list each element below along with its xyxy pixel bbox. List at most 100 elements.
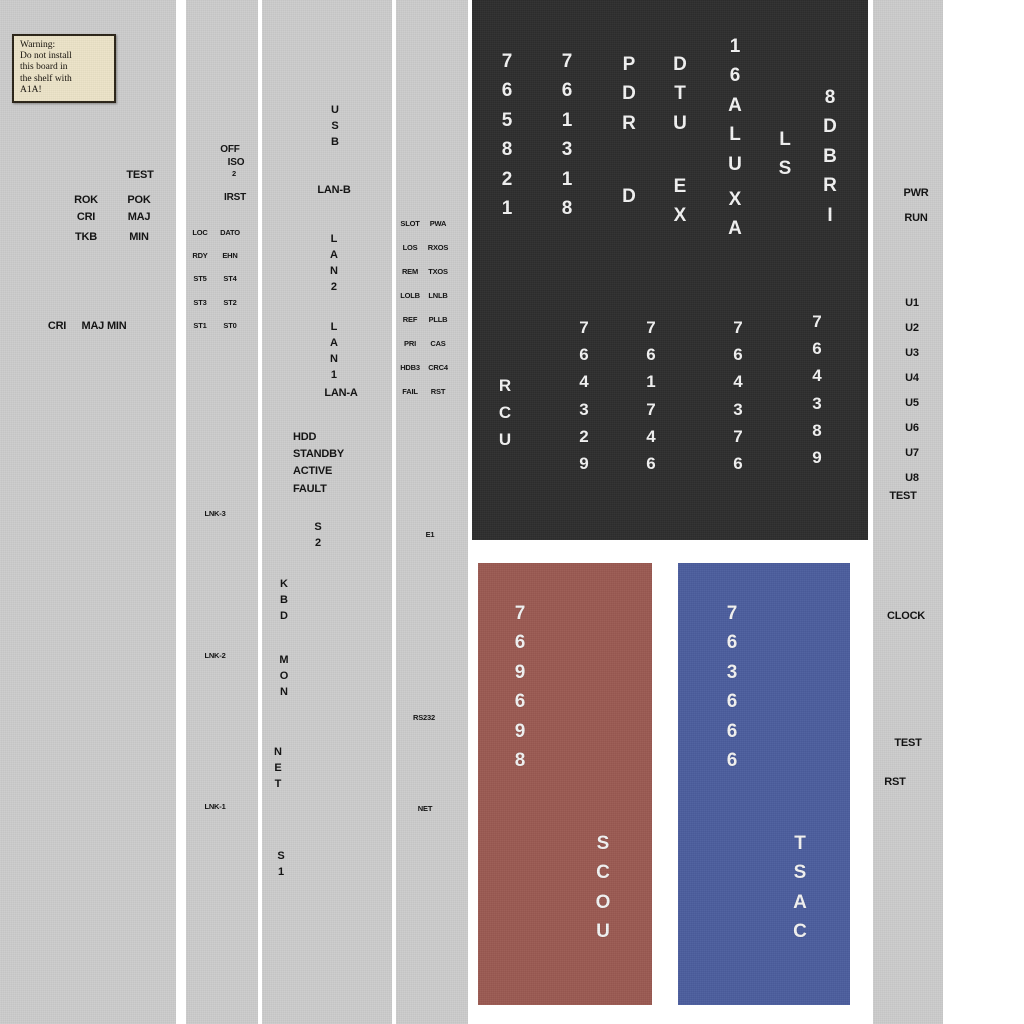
label-e1-lnlb: LNLB (428, 291, 448, 300)
label-led-ehn: EHN (222, 251, 238, 260)
label-u7: U7 (905, 447, 919, 459)
panel-alarm-faceplate[interactable]: Warning: Do not install this board in th… (0, 0, 176, 1024)
label-e1-txos: TXOS (428, 267, 448, 276)
board-label-765821: 7 6 5 8 2 1 (501, 51, 513, 220)
label-led-st5: ST5 (193, 274, 207, 283)
board-label-pdr: P D R (622, 54, 636, 134)
label-u2: U2 (905, 322, 919, 334)
panel-board-scou[interactable]: 7 6 9 6 9 8 S C O U (478, 563, 652, 1005)
label-u8: U8 (905, 472, 919, 484)
label-tkb: TKB (74, 231, 98, 243)
label-led-st4: ST4 (223, 274, 237, 283)
label-rst: RST (884, 776, 906, 788)
label-u3: U3 (905, 347, 919, 359)
label-majmin-lower: MAJ MIN (81, 320, 127, 332)
label-led-dato: DATO (220, 228, 240, 237)
label-lan-a: LAN-A (324, 387, 358, 399)
label-lan-2: L A N 2 (330, 233, 338, 293)
label-led-st0: ST0 (223, 321, 237, 330)
panel-status-faceplate[interactable]: OFF ISO 2 IRST LOC DATO RDY EHN ST5 ST4 … (186, 0, 258, 1024)
board-label-761746: 7 6 1 7 4 6 (646, 318, 656, 473)
label-led-st3: ST3 (193, 298, 207, 307)
label-e1-pwa: PWA (429, 219, 447, 228)
panel-dark-boards[interactable]: 7 6 5 8 2 1 7 6 1 3 1 8 P D R D D T U E … (472, 0, 868, 540)
label-iso-index: 2 (232, 169, 236, 178)
label-e1-pri: PRI (404, 339, 416, 348)
panel-e1-faceplate[interactable]: SLOT PWA LOS RXOS REM TXOS LOLB LNLB REF… (396, 0, 468, 1024)
label-lnk-2: LNK-2 (204, 651, 226, 660)
label-usb: U S B (331, 104, 339, 148)
board-label-16alu: 1 6 A L U (728, 36, 742, 175)
label-led-loc: LOC (192, 228, 208, 237)
label-test-bottom: TEST (894, 737, 922, 749)
label-e1-lolb: LOLB (400, 291, 420, 300)
label-run: RUN (904, 212, 928, 224)
label-port-rs232: RS232 (413, 713, 435, 722)
board-label-769698: 7 6 9 6 9 8 (514, 603, 526, 772)
panel-board-tsac[interactable]: 7 6 3 6 6 6 T S A C (678, 563, 850, 1005)
label-hdd: HDD (293, 431, 317, 443)
panel-io-faceplate[interactable]: U S B LAN-B L A N 2 L A N 1 LAN-A HDD ST… (262, 0, 392, 1024)
label-maj-upper: MAJ (127, 211, 151, 223)
label-led-st2: ST2 (223, 298, 237, 307)
label-pwr: PWR (903, 187, 929, 199)
label-rok: ROK (74, 194, 98, 206)
board-label-764376: 7 6 4 3 7 6 (733, 318, 743, 473)
label-fault: FAULT (293, 483, 327, 495)
label-test-top: TEST (889, 490, 917, 502)
label-irst: IRST (224, 192, 246, 203)
warning-sticker: Warning: Do not install this board in th… (12, 34, 116, 104)
label-lnk-3: LNK-3 (204, 509, 226, 518)
label-iso: ISO (227, 157, 245, 168)
board-label-dtu: D T U (673, 54, 687, 134)
label-led-rdy: RDY (192, 251, 208, 260)
label-e1-pllb: PLLB (428, 315, 448, 324)
label-pok: POK (127, 194, 151, 206)
label-u6: U6 (905, 422, 919, 434)
label-s2: S 2 (314, 521, 322, 549)
label-min-upper: MIN (129, 231, 149, 243)
label-off: OFF (220, 144, 240, 155)
label-e1-fail: FAIL (402, 387, 418, 396)
label-cri-upper: CRI (76, 211, 96, 223)
label-test: TEST (126, 169, 154, 181)
board-label-ls: L S (778, 129, 792, 180)
board-label-764389: 7 6 4 3 8 9 (812, 312, 822, 467)
board-label-8dbri: 8 D B R I (823, 87, 837, 226)
label-kbd: K B D (280, 578, 288, 622)
label-u4: U4 (905, 372, 919, 384)
board-label-761318: 7 6 1 3 1 8 (561, 51, 573, 220)
label-cri-lower: CRI (47, 320, 67, 332)
label-standby: STANDBY (293, 448, 344, 460)
label-active: ACTIVE (293, 465, 333, 477)
label-port-e1: E1 (425, 530, 435, 539)
label-e1-los: LOS (402, 243, 418, 252)
board-label-tsac: T S A C (793, 833, 807, 943)
label-lan-1: L A N 1 (330, 321, 338, 381)
label-e1-cas: CAS (430, 339, 446, 348)
label-lan-b: LAN-B (317, 184, 351, 196)
board-label-dtu-suffix: E X (673, 176, 687, 227)
label-e1-ref: REF (402, 315, 418, 324)
label-led-st1: ST1 (193, 321, 207, 330)
board-label-16alu-suffix: X A (728, 189, 742, 240)
label-s1: S 1 (277, 850, 285, 878)
board-label-rcu: R C U (498, 376, 512, 450)
board-label-pdr-suffix: D (622, 186, 636, 207)
board-label-764329: 7 6 4 3 2 9 (579, 318, 589, 473)
board-label-763666: 7 6 3 6 6 6 (726, 603, 738, 772)
label-e1-crc4: CRC4 (428, 363, 448, 372)
label-e1-rxos: RXOS (427, 243, 449, 252)
label-u5: U5 (905, 397, 919, 409)
board-label-scou: S C O U (595, 833, 611, 943)
label-net: N E T (274, 746, 282, 790)
label-port-net: NET (417, 804, 433, 813)
label-clock: CLOCK (886, 610, 926, 622)
label-e1-rem: REM (401, 267, 419, 276)
label-lnk-1: LNK-1 (204, 802, 226, 811)
label-e1-hdb3: HDB3 (400, 363, 420, 372)
label-e1-rst: RST (430, 387, 446, 396)
panel-control-faceplate[interactable]: PWR RUN U1 U2 U3 U4 U5 U6 U7 U8 TEST CLO… (873, 0, 943, 1024)
label-e1-slot: SLOT (400, 219, 420, 228)
